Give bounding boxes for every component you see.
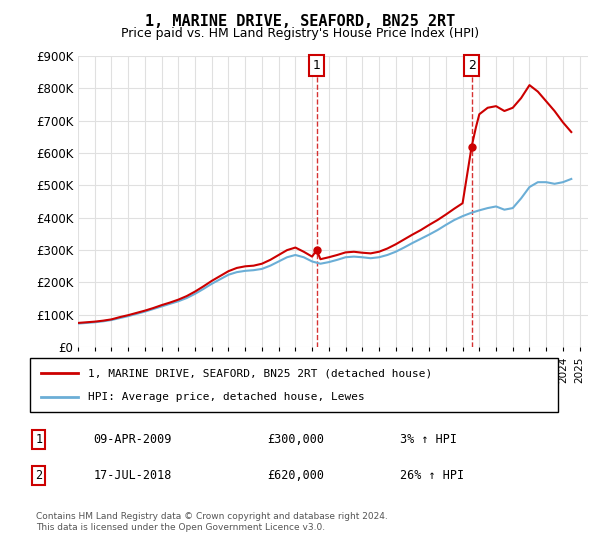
- Text: 1: 1: [35, 433, 43, 446]
- Text: 09-APR-2009: 09-APR-2009: [94, 433, 172, 446]
- Text: 1, MARINE DRIVE, SEAFORD, BN25 2RT (detached house): 1, MARINE DRIVE, SEAFORD, BN25 2RT (deta…: [88, 368, 433, 379]
- Text: 17-JUL-2018: 17-JUL-2018: [94, 469, 172, 482]
- Text: 2: 2: [35, 469, 43, 482]
- Text: 1, MARINE DRIVE, SEAFORD, BN25 2RT: 1, MARINE DRIVE, SEAFORD, BN25 2RT: [145, 14, 455, 29]
- Text: £300,000: £300,000: [268, 433, 325, 446]
- Text: Price paid vs. HM Land Registry's House Price Index (HPI): Price paid vs. HM Land Registry's House …: [121, 27, 479, 40]
- Text: 3% ↑ HPI: 3% ↑ HPI: [400, 433, 457, 446]
- Text: 1: 1: [313, 59, 320, 72]
- Text: £620,000: £620,000: [268, 469, 325, 482]
- Text: 2: 2: [467, 59, 476, 72]
- Text: Contains HM Land Registry data © Crown copyright and database right 2024.
This d: Contains HM Land Registry data © Crown c…: [36, 512, 388, 532]
- Text: 26% ↑ HPI: 26% ↑ HPI: [400, 469, 464, 482]
- Text: HPI: Average price, detached house, Lewes: HPI: Average price, detached house, Lewe…: [88, 391, 365, 402]
- FancyBboxPatch shape: [30, 358, 558, 412]
